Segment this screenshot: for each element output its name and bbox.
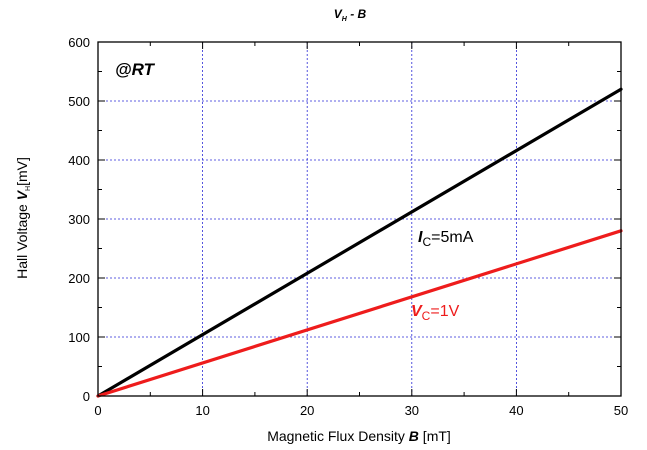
series-label-vc: VC=1V	[411, 303, 460, 323]
y-tick-label: 0	[83, 389, 90, 404]
series-lines	[96, 87, 623, 398]
x-tick-label: 20	[300, 403, 314, 418]
condition-label: @RT	[115, 60, 156, 79]
axis-ticks	[97, 41, 622, 397]
x-tick-label: 50	[614, 403, 628, 418]
y-tick-labels: 0 100 200 300 400 500 600	[68, 35, 90, 404]
x-tick-label: 30	[405, 403, 419, 418]
series-line-1	[96, 229, 623, 398]
y-axis-label: Hall Voltage VH[mV]	[14, 157, 32, 279]
grid-lines	[98, 42, 621, 396]
y-tick-label: 200	[68, 271, 90, 286]
y-tick-label: 400	[68, 153, 90, 168]
y-tick-label: 500	[68, 94, 90, 109]
series-label-ic: IC=5mA	[418, 229, 474, 249]
chart-title: VH - B	[334, 7, 367, 23]
x-tick-label: 10	[195, 403, 209, 418]
x-tick-label: 40	[509, 403, 523, 418]
y-tick-label: 100	[68, 330, 90, 345]
x-tick-label: 0	[94, 403, 101, 418]
y-tick-label: 600	[68, 35, 90, 50]
series-line-0	[96, 87, 623, 398]
x-axis-label: Magnetic Flux Density B [mT]	[267, 428, 451, 444]
x-tick-labels: 0 10 20 30 40 50	[94, 403, 628, 418]
y-tick-label: 300	[68, 212, 90, 227]
